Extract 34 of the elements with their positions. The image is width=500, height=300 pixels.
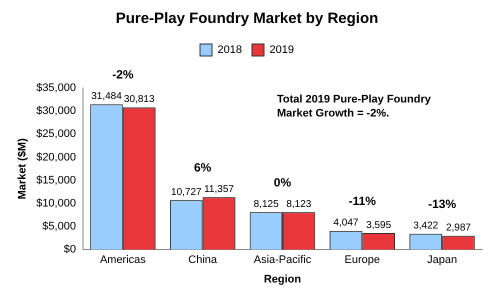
y-axis-title: Market ($M) bbox=[16, 138, 29, 200]
x-tick-label: Japan bbox=[427, 254, 458, 266]
y-tick-label: $25,000 bbox=[36, 128, 76, 140]
x-tick-label: Americas bbox=[100, 254, 146, 266]
text: -2% bbox=[112, 68, 134, 82]
data-label: 3,595 bbox=[366, 220, 392, 231]
data-label: 30,813 bbox=[124, 94, 155, 106]
legend-label: 2019 bbox=[270, 44, 294, 56]
x-tick-label: China bbox=[188, 254, 218, 266]
y-tick-label: $5,000 bbox=[42, 220, 76, 233]
data-label: 8,125 bbox=[254, 198, 280, 210]
data-label: 8,123 bbox=[286, 198, 312, 210]
data-label: 31,484 bbox=[91, 90, 122, 102]
data-label: 3,422 bbox=[413, 220, 439, 232]
data-label: 4,047 bbox=[333, 218, 359, 229]
annotation: Total 2019 Pure-Play Foundry Market Growth = -2%. bbox=[277, 94, 432, 120]
chart-title: Pure-Play Foundry Market by Region bbox=[116, 10, 378, 28]
y-tick-label: $30,000 bbox=[36, 105, 76, 118]
annotation: -13% bbox=[428, 197, 456, 212]
data-label: 11,357 bbox=[204, 184, 234, 195]
x-tick-label: Europe bbox=[344, 254, 380, 266]
y-tick-label: $35,000 bbox=[36, 82, 76, 94]
annotation: -11% bbox=[348, 194, 376, 208]
x-axis-title: Region bbox=[264, 273, 302, 286]
data-label: 2,987 bbox=[446, 222, 472, 234]
annotation: 0% bbox=[274, 175, 292, 190]
x-tick-label: Asia-Pacific bbox=[254, 254, 312, 266]
data-label: 10,727 bbox=[171, 186, 202, 198]
y-tick-label: $0 bbox=[64, 244, 76, 256]
legend-label: 2018 bbox=[218, 44, 242, 56]
y-tick-label: $10,000 bbox=[36, 197, 76, 210]
y-tick-label: $20,000 bbox=[36, 151, 76, 164]
annotation: 6% bbox=[194, 160, 212, 174]
y-tick-label: $15,000 bbox=[36, 174, 76, 186]
